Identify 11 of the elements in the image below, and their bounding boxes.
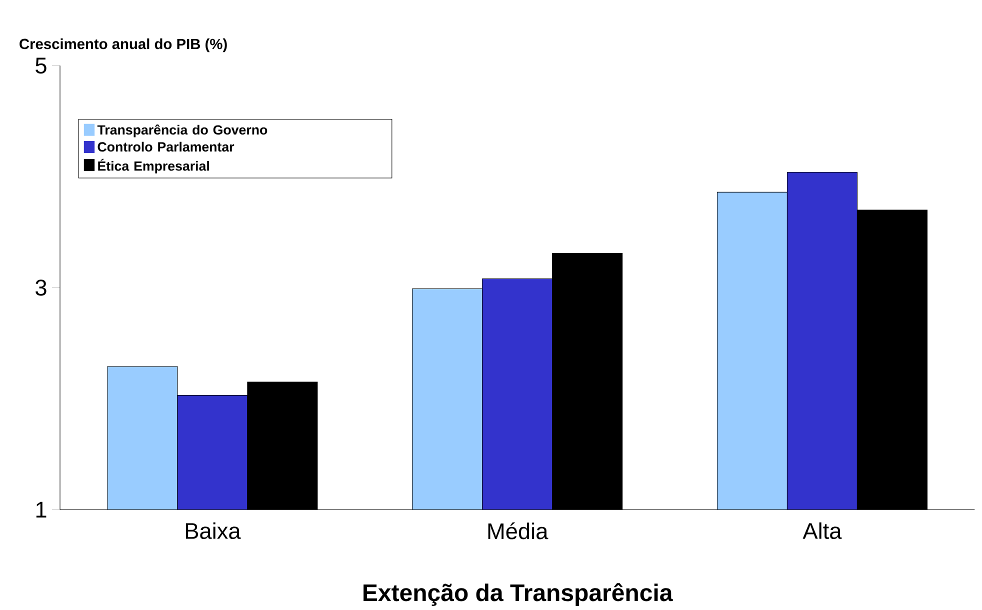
- y-tick-label: 5: [36, 58, 46, 74]
- x-axis-title: Extenção da Transparência: [364, 582, 673, 606]
- legend-label: Ética Empresarial: [98, 158, 209, 174]
- x-tick-label: Alta: [802, 522, 842, 539]
- y-tick-label: 1: [36, 502, 46, 518]
- x-tick-label: Média: [488, 522, 548, 540]
- legend-label: Controlo Parlamentar: [98, 142, 234, 152]
- legend-label: Transparência do Governo: [97, 124, 268, 138]
- x-tick-label: Baixa: [186, 522, 241, 539]
- y-axis-title: Crescimento anual do PIB (%): [20, 38, 227, 52]
- y-tick-label: 3: [36, 279, 46, 296]
